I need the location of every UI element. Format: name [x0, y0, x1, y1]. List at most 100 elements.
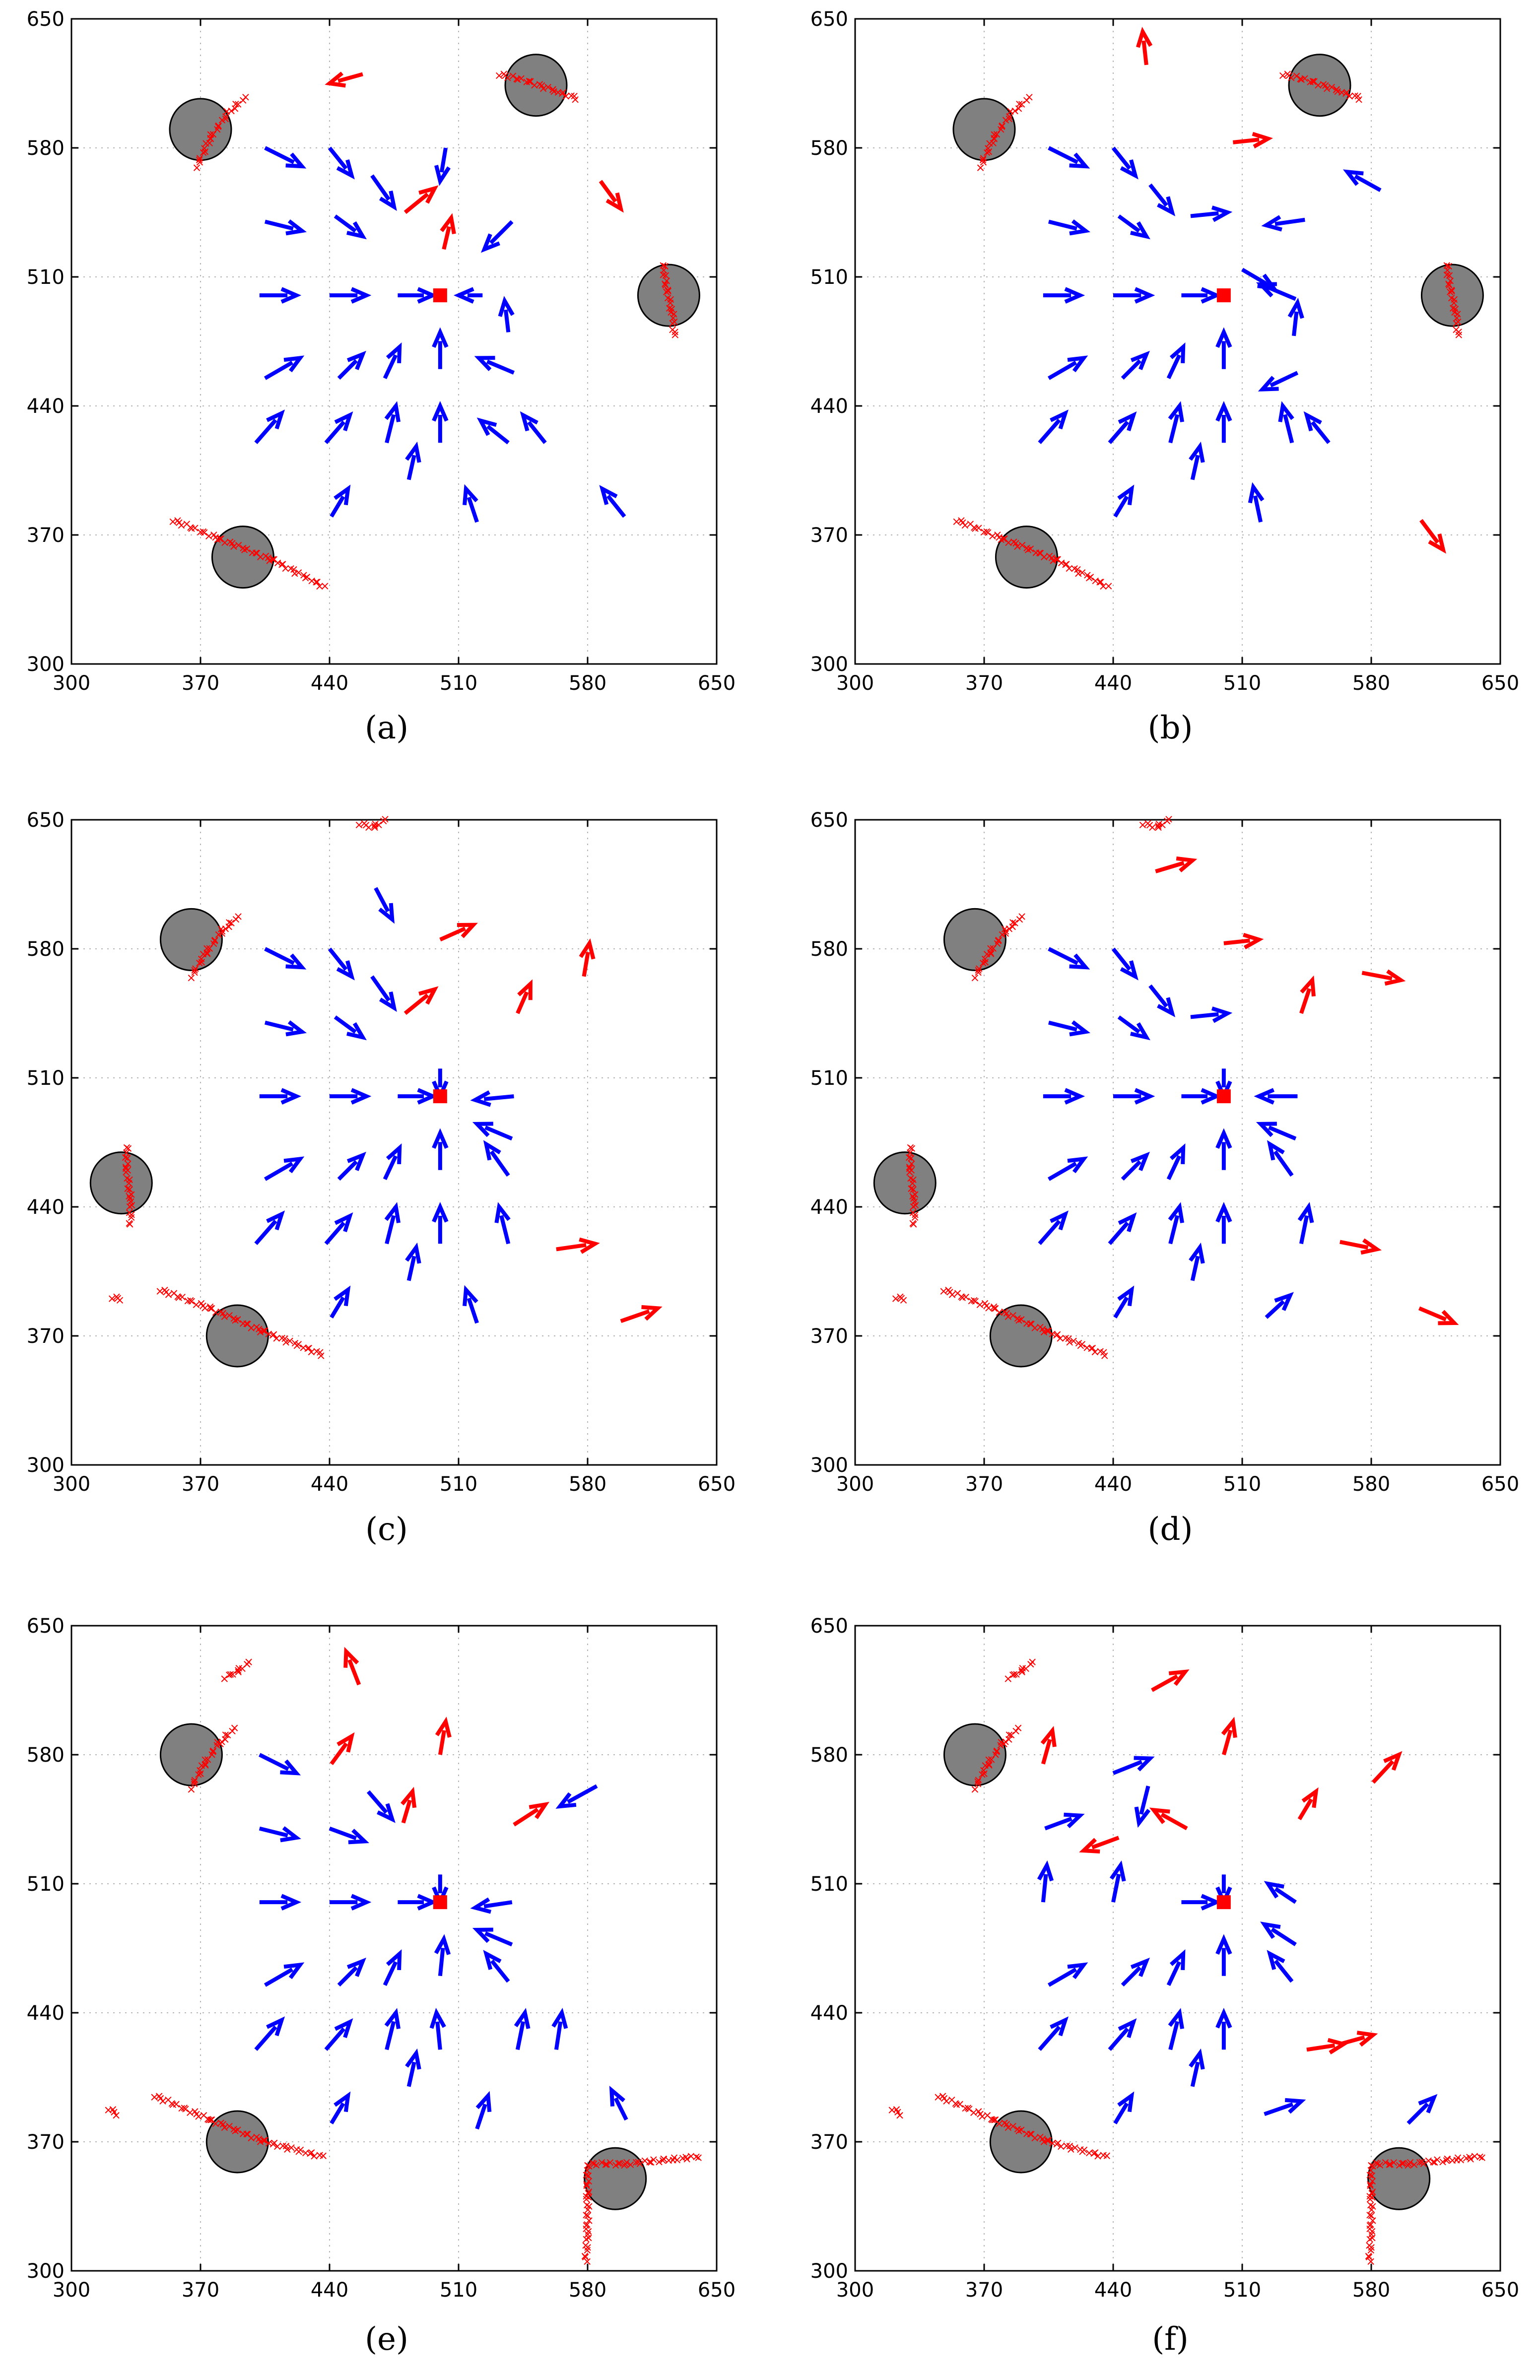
trail-mark: [165, 1291, 172, 1298]
blue-arrow: [1189, 1242, 1205, 1281]
trail-mark: [986, 1762, 993, 1769]
trail-mark: [209, 1747, 217, 1754]
trail-mark: [207, 2116, 214, 2123]
arrow-shaft: [439, 926, 466, 942]
trail-mark: [173, 2101, 180, 2108]
trail-mark: [1365, 2253, 1373, 2261]
y-tick-label: 580: [27, 1744, 65, 1767]
blue-arrow: [1166, 1143, 1186, 1180]
trail-mark: [122, 1154, 129, 1161]
arrow-head: [1438, 1310, 1459, 1325]
arrow-shaft: [385, 2021, 396, 2050]
trail-mark: [1031, 1324, 1038, 1331]
trail-mark: [531, 82, 538, 89]
trail-mark: [583, 2182, 590, 2189]
arrow-head: [1169, 1143, 1186, 1164]
red-arrow: [435, 1717, 452, 1755]
arrow-shaft: [1151, 1674, 1179, 1692]
blue-arrow: [1303, 411, 1331, 444]
arrow-head: [1215, 1934, 1232, 1955]
blue-arrow: [434, 1934, 451, 1977]
trail-mark: [559, 89, 567, 96]
arrow-shaft: [1418, 1306, 1447, 1322]
arrow-head: [434, 1934, 451, 1955]
blue-arrow: [1189, 441, 1205, 480]
trail-mark: [1466, 2154, 1473, 2161]
trail-mark: [201, 529, 208, 536]
arrow-head: [266, 409, 285, 430]
trail-mark: [1445, 263, 1452, 270]
trail: [221, 1658, 252, 1682]
trail-mark: [1045, 2137, 1052, 2144]
trail-mark: [308, 577, 315, 585]
x-tick-label: 440: [1094, 672, 1132, 695]
trail-mark: [991, 2116, 998, 2123]
trail-mark: [221, 539, 228, 546]
trail-mark: [116, 1297, 124, 1304]
trail-mark: [1449, 305, 1457, 312]
obstacle: [989, 1304, 1053, 1368]
arrow-shaft: [1044, 1817, 1072, 1831]
trail-mark: [288, 2144, 295, 2151]
trail-mark: [554, 89, 562, 96]
arrow-shaft: [1041, 1874, 1048, 1903]
blue-arrow: [1258, 371, 1299, 392]
blue-arrow: [520, 411, 547, 444]
target-marker: [433, 1895, 447, 1910]
arrow-shaft: [1297, 1798, 1313, 1821]
panel-c: 300 370 440 510 580 650 300 370 440 510 580 650 (c): [27, 809, 736, 1548]
trail-mark: [584, 2244, 591, 2251]
blue-arrow: [1215, 1201, 1232, 1244]
arrow-shaft: [383, 1961, 398, 1986]
arrow-shaft: [1273, 1959, 1294, 1983]
trail-mark: [509, 72, 517, 79]
arrow-shaft: [385, 414, 396, 444]
trail-mark: [636, 2160, 644, 2168]
arrow-head: [470, 1897, 492, 1914]
arrow-shaft: [1222, 1729, 1233, 1756]
arrow-head: [350, 287, 372, 304]
trail-mark: [584, 2247, 591, 2254]
blue-arrow: [432, 1128, 449, 1170]
arrow-shaft: [1048, 219, 1077, 231]
blue-arrow: [432, 1201, 449, 1244]
trail-mark: [196, 156, 203, 164]
arrow-shaft: [516, 991, 529, 1014]
blue-arrow: [370, 174, 397, 211]
trail-mark: [985, 145, 992, 152]
blue-arrow: [551, 2008, 568, 2050]
trail-mark: [1087, 574, 1094, 581]
trail-mark: [646, 2159, 653, 2166]
red-arrow: [1371, 1751, 1403, 1784]
arrow-head: [378, 903, 395, 924]
arrow-shaft: [1160, 1812, 1188, 1831]
trail-mark: [1457, 2157, 1465, 2164]
x-tick-label: 440: [1094, 2279, 1132, 2302]
blue-arrow: [1215, 2007, 1232, 2050]
trail-mark: [598, 2159, 605, 2166]
blue-arrow: [337, 1151, 366, 1181]
red-arrow: [330, 1732, 355, 1765]
arrow-shaft: [1371, 1760, 1395, 1784]
arrow-shaft: [328, 146, 348, 170]
trail-mark: [282, 1339, 289, 1346]
arrow-shaft: [406, 455, 416, 480]
arrow-head: [472, 1122, 493, 1137]
arrow-head: [498, 296, 515, 317]
arrow-head: [434, 165, 451, 186]
arrow-head: [1149, 1807, 1170, 1824]
trail-mark: [188, 1786, 195, 1793]
arrow-head: [1258, 376, 1279, 392]
y-tick-label: 300: [27, 2260, 65, 2283]
blue-arrow: [366, 1790, 396, 1823]
trail-mark: [583, 2181, 590, 2188]
trail-mark: [671, 329, 678, 335]
trail-mark: [583, 2172, 590, 2179]
trail: [169, 517, 329, 590]
blue-arrow: [1113, 484, 1135, 518]
trail-mark: [972, 1298, 979, 1305]
trail-mark: [991, 1305, 998, 1312]
arrow-head: [405, 1242, 421, 1264]
arrow-head: [520, 411, 538, 432]
y-tick-label: 370: [810, 1325, 848, 1348]
